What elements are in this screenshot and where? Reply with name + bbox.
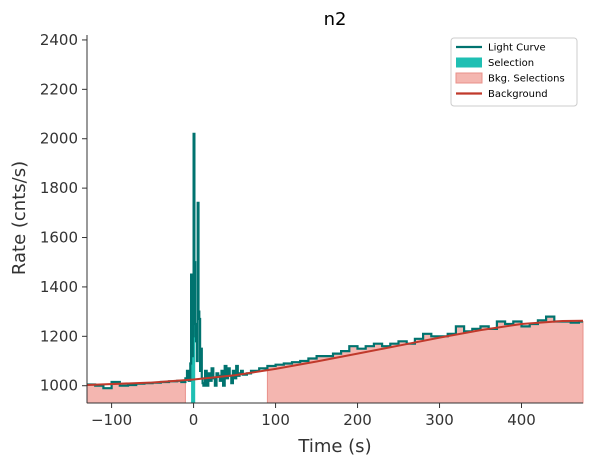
legend-swatch-patch <box>456 57 482 68</box>
bkg-selection-region <box>266 316 584 404</box>
legend-label: Background <box>488 89 548 100</box>
legend-label: Selection <box>488 58 534 69</box>
y-tick-label: 2400 <box>40 31 78 49</box>
background-line-layer <box>86 319 584 386</box>
bkg-selection-layer <box>86 316 584 404</box>
y-tick-label: 1400 <box>40 278 78 296</box>
legend-box <box>450 37 578 107</box>
x-tick-label: −100 <box>91 411 132 429</box>
y-tick-label: 1800 <box>40 179 78 197</box>
y-axis-title: Rate (cnts/s) <box>9 161 30 275</box>
y-tick-label: 2000 <box>40 130 78 148</box>
chart-title: n2 <box>324 9 347 30</box>
legend-label: Light Curve <box>488 43 546 54</box>
legend-swatch-patch <box>455 72 483 84</box>
x-tick-label: 400 <box>507 411 536 429</box>
x-tick-label: 200 <box>343 411 372 429</box>
x-tick-label: 100 <box>261 411 290 429</box>
y-tick-label: 1200 <box>40 327 78 345</box>
legend: Light Curve Selection Bkg. Selections Backg… <box>450 37 578 107</box>
y-tick-label: 1000 <box>40 377 78 395</box>
ticks: −100 0 100 200 300 400 1000 1200 1400 1600 1800 200… <box>40 31 536 429</box>
y-tick-label: 2200 <box>40 80 78 98</box>
background-line <box>86 319 584 386</box>
axes <box>86 35 583 404</box>
y-tick-label: 1600 <box>40 229 78 247</box>
x-tick-label: 300 <box>425 411 454 429</box>
x-axis-title: Time (s) <box>297 436 371 457</box>
x-tick-label: 0 <box>189 411 199 429</box>
legend-label: Bkg. Selections <box>488 74 565 85</box>
